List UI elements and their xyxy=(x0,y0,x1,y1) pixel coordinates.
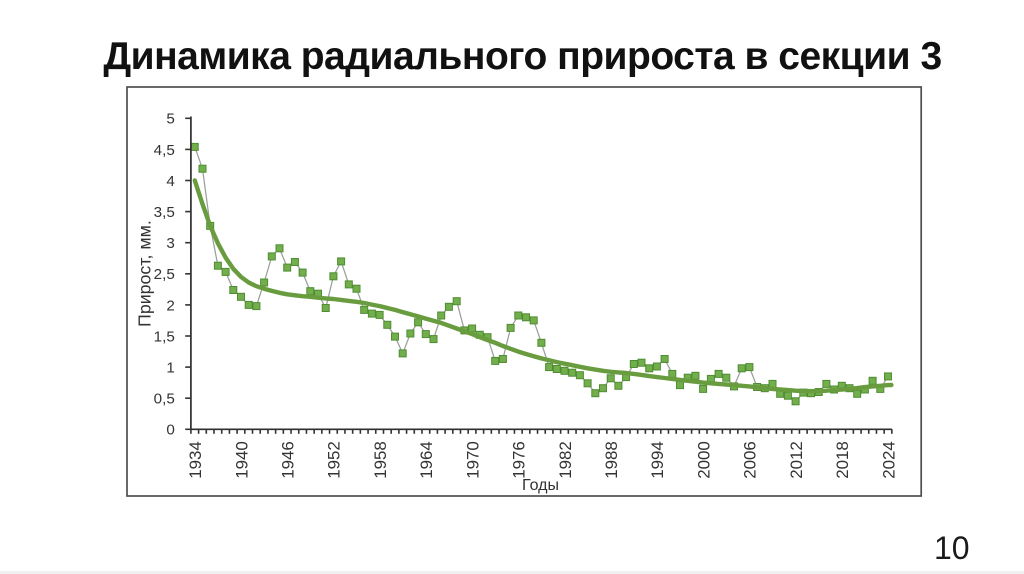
svg-text:1: 1 xyxy=(166,360,174,377)
svg-text:0: 0 xyxy=(166,422,174,439)
svg-text:1970: 1970 xyxy=(463,441,482,479)
svg-text:2018: 2018 xyxy=(833,441,852,479)
svg-text:1976: 1976 xyxy=(510,441,529,479)
svg-text:2012: 2012 xyxy=(787,441,806,479)
svg-text:Годы: Годы xyxy=(522,477,559,494)
svg-text:4,5: 4,5 xyxy=(154,142,175,159)
svg-text:1982: 1982 xyxy=(556,441,575,479)
svg-text:3,5: 3,5 xyxy=(154,204,175,221)
svg-text:2,5: 2,5 xyxy=(154,266,175,283)
svg-text:1958: 1958 xyxy=(371,441,390,479)
svg-text:1,5: 1,5 xyxy=(154,328,175,345)
svg-text:2024: 2024 xyxy=(879,441,898,479)
svg-text:2006: 2006 xyxy=(741,441,760,479)
svg-text:1964: 1964 xyxy=(417,441,436,479)
svg-text:3: 3 xyxy=(166,235,174,252)
svg-text:1988: 1988 xyxy=(602,441,621,479)
svg-text:Прирост, мм.: Прирост, мм. xyxy=(135,220,155,327)
svg-text:5: 5 xyxy=(166,111,174,128)
svg-text:1946: 1946 xyxy=(279,441,298,479)
svg-text:4: 4 xyxy=(166,173,174,190)
svg-text:1940: 1940 xyxy=(232,441,251,479)
svg-text:1934: 1934 xyxy=(186,441,205,479)
svg-text:1952: 1952 xyxy=(325,441,344,479)
svg-text:0,5: 0,5 xyxy=(154,391,175,408)
svg-text:1994: 1994 xyxy=(648,441,667,479)
svg-text:2000: 2000 xyxy=(694,441,713,479)
svg-text:2: 2 xyxy=(166,297,174,314)
